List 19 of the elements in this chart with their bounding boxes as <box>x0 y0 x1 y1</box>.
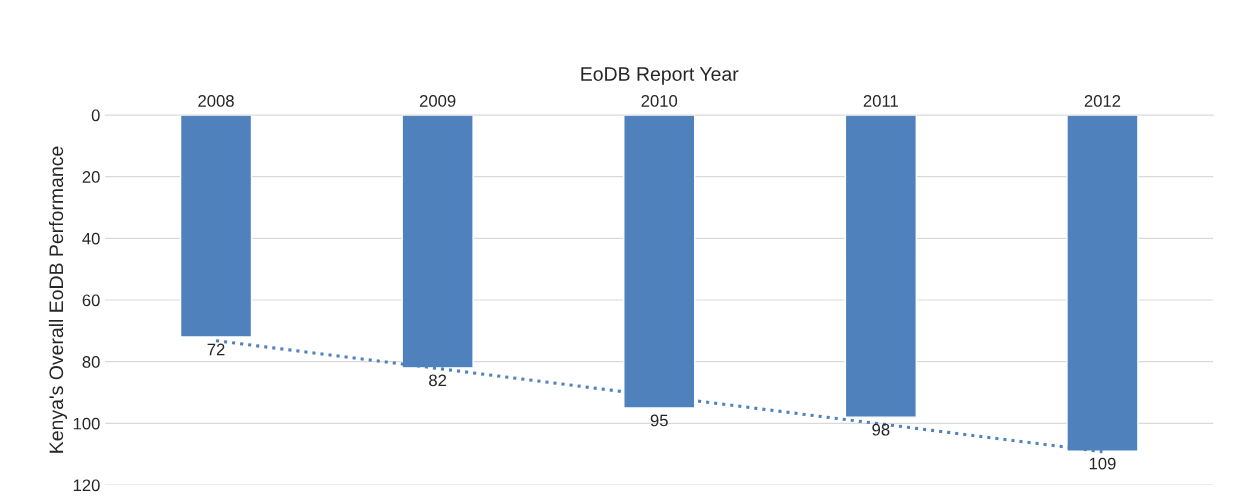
data-label: 72 <box>207 343 225 356</box>
data-label: 109 <box>1089 457 1116 470</box>
data-label: 82 <box>429 374 447 387</box>
y-tick-label: 60 <box>82 294 100 307</box>
data-label: 95 <box>650 414 668 427</box>
y-tick-label: 120 <box>73 479 100 492</box>
y-tick-label: 80 <box>82 356 100 368</box>
y-tick-label: 20 <box>82 171 100 183</box>
x-tick-label: 2012 <box>1084 95 1121 107</box>
y-axis-title: Kenya's Overall EoDB Performance <box>48 146 68 453</box>
x-tick-label: 2010 <box>641 95 678 107</box>
x-tick-label: 2011 <box>863 95 898 107</box>
x-axis-title: EoDB Report Year <box>581 67 739 85</box>
data-label: 98 <box>872 423 890 436</box>
y-tick-label: 0 <box>91 109 100 122</box>
x-tick-label: 2009 <box>419 95 456 107</box>
y-tick-label: 100 <box>73 417 100 430</box>
y-tick-label: 40 <box>82 232 100 245</box>
x-tick-label: 2008 <box>198 95 234 107</box>
